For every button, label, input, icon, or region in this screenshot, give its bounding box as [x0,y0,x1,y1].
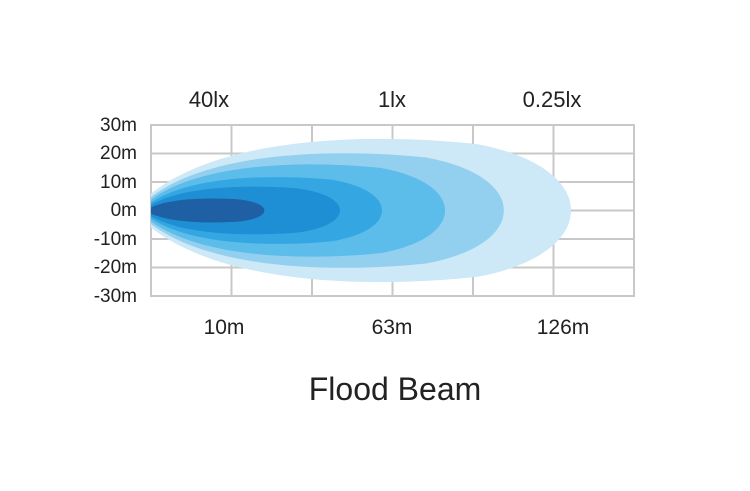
x-tick-10m: 10m [204,316,245,339]
x-tick-126m: 126m [537,316,590,339]
chart-title: Flood Beam [309,371,482,407]
y-tick-0m: 0m [111,200,137,221]
x-tick-63m: 63m [372,316,413,339]
y-tick-neg10m: -10m [94,229,137,250]
lux-label-0-25lx: 0.25lx [523,87,582,112]
y-tick-neg30m: -30m [94,286,137,307]
beam-zones [151,138,571,283]
lux-label-40lx: 40lx [189,87,229,112]
lux-label-1lx: 1lx [378,87,406,112]
y-tick-neg20m: -20m [94,257,137,278]
y-tick-30m: 30m [100,115,137,136]
y-tick-10m: 10m [100,172,137,193]
y-tick-20m: 20m [100,143,137,164]
beam-zone-1 [151,198,265,223]
